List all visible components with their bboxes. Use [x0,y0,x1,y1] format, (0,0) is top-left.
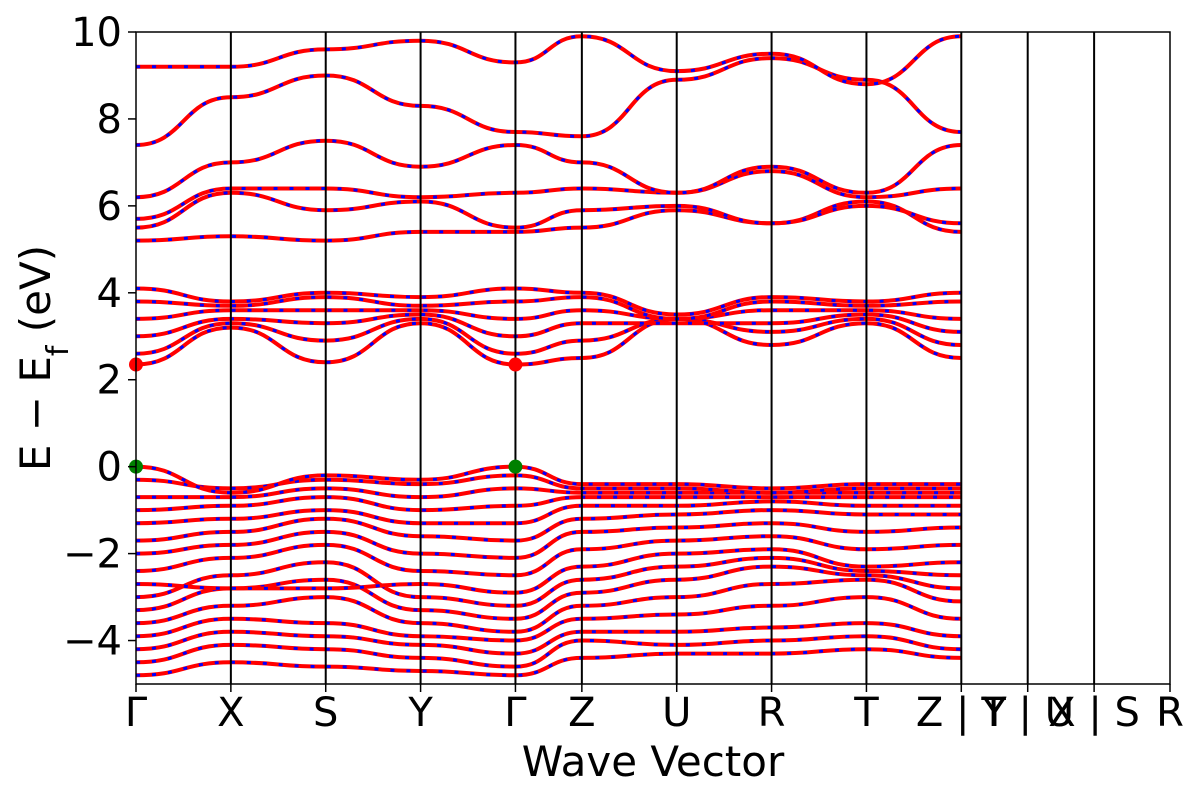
band-overlay-27 [136,56,962,147]
band-3 [136,621,962,656]
band-overlay-9 [136,534,962,577]
band-overlay-7 [136,556,962,608]
band-22 [136,286,962,317]
y-axis-ticks: −4 −2 0 2 4 6 8 10 [63,10,136,665]
band-overlay-16 [136,465,962,495]
band-13 [136,495,962,513]
band-28 [136,34,962,87]
band-overlay-28 [136,34,962,86]
band-overlay-24 [136,191,962,230]
x-tick-label: Y [407,690,433,736]
y-axis-label-unit: (eV) [11,245,60,346]
band-lines [136,34,962,678]
band-2 [136,634,962,669]
band-5 [136,577,962,634]
band-21 [136,295,962,321]
band-overlay-19 [136,312,962,338]
y-tick-label: 4 [97,271,122,317]
x-tick-label: R [1156,690,1184,736]
y-tick-label: 8 [97,97,122,143]
x-tick-label: T [853,690,879,736]
x-tick-label: U [662,690,691,736]
band-overlay-11 [136,508,962,543]
x-tick-label: Γ [504,690,527,736]
band-12 [136,499,962,526]
extrema-markers [129,357,523,474]
x-tick-label: Z [568,690,595,736]
cbm-marker-2 [508,357,523,372]
y-tick-label: 2 [97,358,122,404]
x-axis-label: Wave Vector [522,737,785,786]
y-tick-label: −2 [63,532,122,578]
band-4 [136,595,962,643]
band-overlay-26 [136,139,962,199]
band-17 [136,316,962,367]
y-tick-label: 6 [97,184,122,230]
band-1 [136,647,962,678]
band-overlay-6 [136,565,962,621]
band-overlay-20 [136,308,962,321]
y-tick-label: 0 [97,445,122,491]
band-18 [136,316,962,356]
x-tick-label: X | S [1048,690,1140,736]
band-overlay-25 [136,169,962,221]
high-symmetry-lines [229,32,1096,684]
x-tick-label: X [217,690,244,736]
y-axis-label-main: E − E [11,356,60,471]
y-axis-label: E − Ef (eV) [11,245,76,471]
x-tick-label: R [758,690,786,736]
x-tick-label: Z | Y [916,690,1007,736]
vbm-marker-2 [508,459,523,474]
band-overlay-8 [136,547,962,595]
y-tick-label: −4 [63,619,122,665]
y-axis-label-sub: f [41,344,76,356]
band-24 [136,190,962,230]
x-tick-label: S [313,690,338,736]
x-tick-label: T | U [980,690,1074,736]
plot-frame [135,31,1171,685]
y-tick-label: 10 [71,10,122,56]
band-23 [136,199,962,243]
x-tick-label: Γ [125,690,148,736]
band-27 [136,56,962,147]
band-10 [136,521,962,560]
